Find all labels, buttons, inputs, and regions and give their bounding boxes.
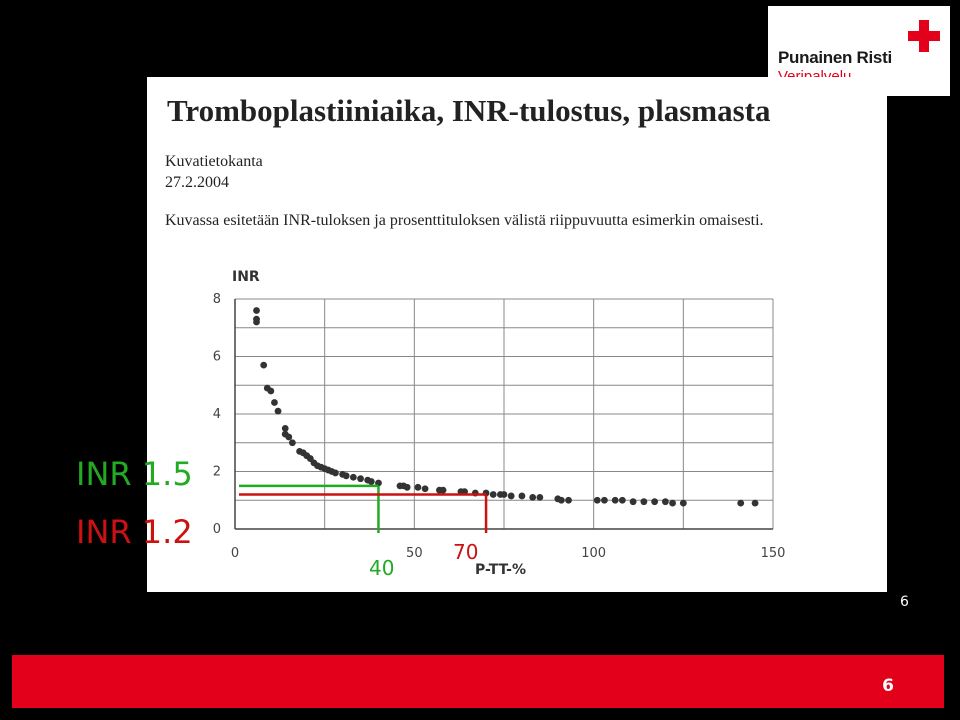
- data-point: [640, 498, 648, 506]
- data-point: [260, 361, 268, 369]
- data-point: [737, 499, 745, 507]
- data-point: [618, 496, 626, 504]
- data-point: [253, 307, 260, 314]
- document-source: Kuvatietokanta: [165, 153, 263, 170]
- ptt-70-annotation: 70: [453, 540, 479, 564]
- data-point: [349, 473, 357, 481]
- data-point: [662, 498, 669, 506]
- data-point: [403, 483, 411, 491]
- data-point: [751, 499, 759, 507]
- chart-annotations: [239, 484, 488, 533]
- y-tick-label: 8: [213, 292, 221, 307]
- data-point: [557, 496, 565, 504]
- data-point: [274, 407, 282, 415]
- chart-grid: [234, 298, 774, 530]
- footer-bar: 6: [12, 655, 944, 708]
- data-point: [267, 387, 275, 395]
- data-point: [367, 478, 375, 485]
- inr-1-2-annotation: INR 1.2: [76, 513, 193, 551]
- chart-ticks: 0 2 4 6 8 0 50 100 150: [213, 292, 786, 561]
- data-point: [281, 424, 289, 432]
- data-point: [439, 486, 447, 494]
- footer-page-number: 6: [882, 676, 894, 696]
- data-point: [332, 469, 339, 477]
- data-point: [593, 496, 601, 504]
- data-point: [518, 492, 526, 500]
- data-point: [253, 318, 260, 326]
- y-axis-title: INR: [232, 269, 260, 285]
- document-date: 27.2.2004: [165, 174, 229, 191]
- document-title: Tromboplastiiniaika, INR-tulostus, plasm…: [167, 93, 771, 128]
- logo-org-name: Punainen Risti: [778, 48, 892, 67]
- ptt-40-annotation: 40: [369, 556, 395, 580]
- y-tick-label: 2: [213, 465, 221, 480]
- data-point: [507, 492, 515, 500]
- page-number: 6: [900, 594, 909, 610]
- document-panel: Tromboplastiiniaika, INR-tulostus, plasm…: [147, 77, 887, 592]
- data-point: [421, 485, 429, 493]
- x-axis-title: P-TT-%: [475, 562, 526, 578]
- document-description: Kuvassa esitetään INR-tuloksen ja prosen…: [165, 212, 764, 229]
- y-tick-label: 4: [213, 407, 221, 422]
- data-point: [529, 493, 537, 501]
- data-point: [651, 498, 659, 506]
- data-point: [669, 499, 676, 507]
- data-point: [285, 433, 293, 441]
- chart-points: [253, 307, 759, 507]
- x-tick-label: 50: [406, 546, 423, 561]
- y-tick-label: 6: [213, 350, 221, 365]
- inr-1-5-annotation: INR 1.5: [76, 455, 193, 493]
- x-tick-label: 150: [761, 546, 786, 561]
- data-point: [601, 496, 608, 504]
- red-cross-icon: [908, 20, 940, 52]
- data-point: [611, 496, 619, 504]
- data-point: [489, 491, 497, 498]
- x-tick-label: 0: [231, 546, 239, 561]
- data-point: [629, 498, 637, 506]
- data-point: [271, 399, 278, 406]
- data-point: [342, 472, 350, 480]
- data-point: [536, 493, 544, 501]
- inr-scatter-chart: 0 2 4 6 8 0 50 100 150 INR P-TT-%: [213, 269, 786, 578]
- data-point: [500, 491, 508, 498]
- data-point: [414, 483, 422, 491]
- data-point: [679, 499, 687, 507]
- data-point: [288, 439, 296, 447]
- data-point: [565, 496, 572, 504]
- y-tick-label: 0: [213, 522, 221, 537]
- data-point: [357, 475, 364, 483]
- x-tick-label: 100: [581, 546, 606, 561]
